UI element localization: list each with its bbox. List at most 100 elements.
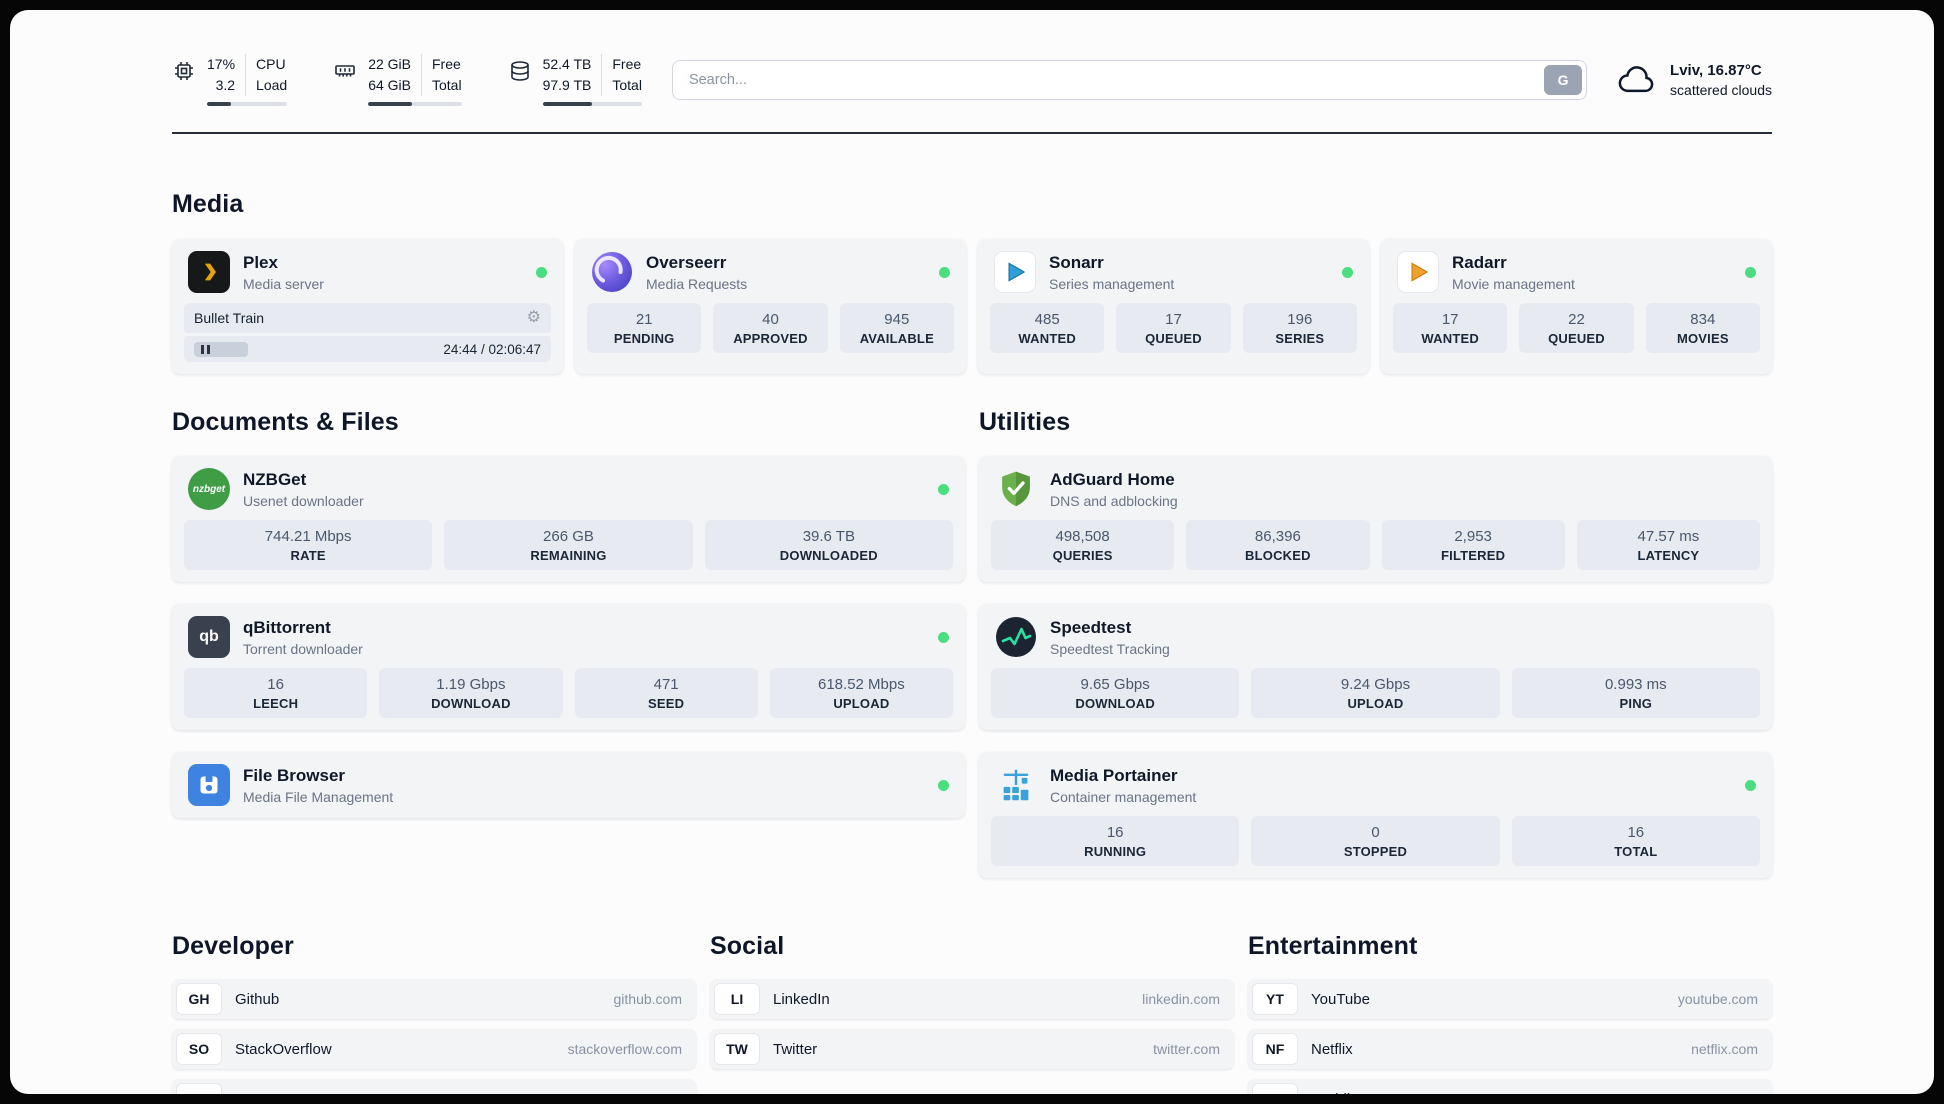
service-card-radarr[interactable]: Radarr Movie management 17 WANTED 22 QUE… (1381, 239, 1772, 374)
service-card-sonarr[interactable]: Sonarr Series management 485 WANTED 17 Q… (978, 239, 1369, 374)
service-card-plex[interactable]: Plex Media server Bullet Train ⚙ 24:44 /… (172, 239, 563, 374)
disk-progress-bar (542, 102, 642, 106)
bookmark-youtube[interactable]: YT YouTube youtube.com (1248, 979, 1772, 1019)
bookmark-abbr: NF (1253, 1034, 1297, 1064)
playback-time: 24:44 / 02:06:47 (443, 341, 541, 357)
sonarr-icon (994, 251, 1036, 293)
disk-total-value: 97.9 TB (542, 77, 592, 93)
stat-block: 17 QUEUED (1116, 303, 1231, 353)
bookmark-twitter[interactable]: TW Twitter twitter.com (710, 1029, 1234, 1069)
bookmark-url: reddit.com (1693, 1091, 1758, 1094)
stat-value: 47.57 ms (1637, 528, 1700, 545)
stat-value: 16 (267, 676, 284, 693)
search-input[interactable] (671, 60, 1588, 100)
stat-label: APPROVED (733, 331, 808, 346)
weather-widget: Lviv, 16.87°C scattered clouds (1617, 62, 1772, 98)
service-description: Media Requests (646, 275, 748, 292)
stat-value: 945 (884, 311, 910, 328)
stat-block: 16 LEECH (184, 668, 368, 718)
cloud-icon (1617, 64, 1657, 96)
stat-value: 196 (1287, 311, 1313, 328)
stat-block: 618.52 Mbps UPLOAD (769, 668, 953, 718)
stat-label: PENDING (613, 331, 675, 346)
service-card-nzbget[interactable]: nzbget NZBGet Usenet downloader 744.21 M… (172, 456, 965, 582)
stat-block: 498,508 QUERIES (991, 520, 1175, 570)
stat-value: 40 (762, 311, 779, 328)
bookmark-stackoverflow[interactable]: SO StackOverflow stackoverflow.com (172, 1029, 696, 1069)
plex-now-playing: Bullet Train ⚙ 24:44 / 02:06:47 (184, 303, 551, 362)
status-dot (1745, 779, 1756, 791)
bookmark-github[interactable]: GH Github github.com (172, 979, 696, 1019)
stat-block: 266 GB REMAINING (444, 520, 693, 570)
bookmark-name: LinkedIn (773, 990, 830, 1008)
service-card-adguard[interactable]: AdGuard Home DNS and adblocking 498,508 … (979, 456, 1772, 582)
stat-block: 86,396 BLOCKED (1186, 520, 1370, 570)
stat-label: UPLOAD (1347, 696, 1404, 711)
stat-block: 17 WANTED (1393, 303, 1508, 353)
stat-label: BLOCKED (1245, 548, 1311, 563)
stat-value: 17 (1441, 311, 1459, 328)
stat-value: 266 GB (543, 528, 594, 545)
service-name: AdGuard Home (1050, 469, 1175, 489)
service-description: DNS and adblocking (1050, 492, 1178, 509)
stat-block: 39.6 TB DOWNLOADED (704, 520, 953, 570)
service-description: Media File Management (243, 788, 394, 805)
stat-label: STOPPED (1343, 844, 1408, 859)
service-card-portainer[interactable]: Media Portainer Container management 16 … (979, 752, 1772, 878)
service-card-filebrowser[interactable]: File Browser Media File Management (172, 752, 965, 818)
cpu-chip-icon (172, 59, 196, 83)
service-description: Speedtest Tracking (1050, 640, 1170, 657)
stat-label: MOVIES (1676, 331, 1729, 346)
service-description: Torrent downloader (243, 640, 363, 657)
stat-value: 17 (1165, 311, 1182, 328)
stat-block: 834 MOVIES (1645, 303, 1760, 353)
service-card-qbittorrent[interactable]: qb qBittorrent Torrent downloader 16 LEE… (172, 604, 965, 730)
stat-label: SEED (648, 696, 685, 711)
bookmark-abbr: DT (177, 1084, 221, 1094)
service-name: Overseerr (646, 252, 727, 272)
stat-block: 1.19 Gbps DOWNLOAD (379, 668, 563, 718)
search-engine-button[interactable]: G (1544, 65, 1583, 95)
bookmark-abbr: YT (1253, 984, 1297, 1014)
gear-icon[interactable]: ⚙ (526, 309, 541, 326)
bookmark-netflix[interactable]: NF Netflix netflix.com (1248, 1029, 1772, 1069)
stat-value: 2,953 (1454, 528, 1492, 545)
bookmark-linkedin[interactable]: LI LinkedIn linkedin.com (710, 979, 1234, 1019)
stat-label: REMAINING (530, 548, 607, 563)
stat-label: RATE (290, 548, 326, 563)
section-title-media: Media (172, 190, 244, 218)
pause-button[interactable] (194, 341, 248, 357)
stat-value: 0.993 ms (1604, 676, 1667, 693)
section-title-developer: Developer (172, 932, 294, 960)
disk-total-label: Total (612, 77, 642, 93)
stat-value: 9.65 Gbps (1080, 676, 1150, 693)
status-dot (938, 779, 949, 791)
stat-label: AVAILABLE (859, 331, 934, 346)
section-title-entertainment: Entertainment (1248, 932, 1418, 960)
bookmark-name: DEV (235, 1091, 266, 1095)
stat-value: 0 (1371, 824, 1380, 841)
stat-label: FILTERED (1441, 548, 1506, 563)
status-dot (536, 266, 547, 278)
bookmark-abbr: SO (177, 1034, 221, 1064)
stat-block: 16 TOTAL (1511, 816, 1760, 866)
stat-label: LEECH (253, 696, 299, 711)
stat-label: UPLOAD (833, 696, 890, 711)
resource-widgets: 17% 3.2 CPU Load (172, 54, 642, 106)
service-card-speedtest[interactable]: Speedtest Speedtest Tracking 9.65 Gbps D… (979, 604, 1772, 730)
section-title-documents: Documents & Files (172, 408, 399, 436)
stat-value: 9.24 Gbps (1340, 676, 1411, 693)
nzbget-icon: nzbget (188, 468, 230, 510)
section-media: Media Plex Media server Bullet Train (172, 190, 1772, 374)
bookmark-reddit[interactable]: RE Reddit reddit.com (1248, 1079, 1772, 1094)
stat-block: 0 STOPPED (1251, 816, 1500, 866)
section-developer: Developer GH Github github.com SO StackO… (172, 932, 696, 1094)
memory-total-value: 64 GiB (368, 77, 411, 93)
stat-label: LATENCY (1637, 548, 1700, 563)
disk-drive-icon (508, 59, 532, 83)
bookmark-url: linkedin.com (1142, 991, 1220, 1007)
stat-block: 21 PENDING (587, 303, 702, 353)
stat-block: 0.993 ms PING (1511, 668, 1760, 718)
bookmark-dev[interactable]: DT DEV dev.to (172, 1079, 696, 1094)
service-card-overseerr[interactable]: Overseerr Media Requests 21 PENDING 40 A… (575, 239, 966, 374)
